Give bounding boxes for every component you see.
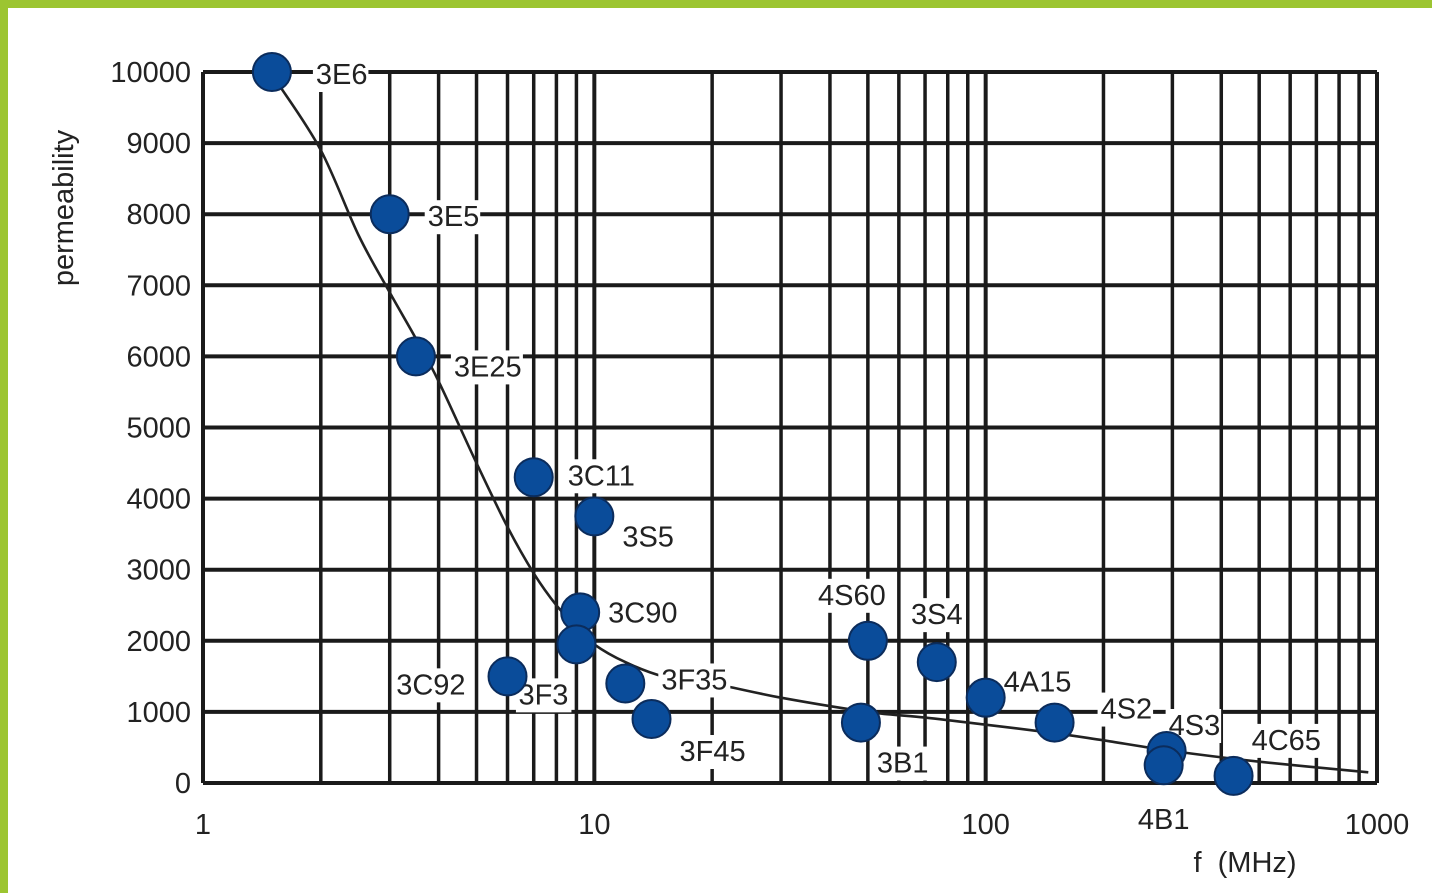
y-tick-label: 0 (175, 768, 191, 800)
point-label: 4C65 (1252, 725, 1321, 757)
point-label: 3S5 (622, 521, 674, 553)
data-point-marker (369, 194, 410, 235)
data-point-marker (605, 663, 646, 704)
data-point-marker (1034, 702, 1075, 743)
y-tick-label: 10000 (110, 57, 191, 89)
data-point-marker (395, 336, 436, 377)
y-tick-label: 7000 (126, 270, 191, 302)
data-point-marker (487, 656, 528, 697)
permeability-chart: 3E6 3E5 3E25 3C11 3S5 3C90 3F3 3C92 3F35 3F45 4S60… (48, 52, 1409, 879)
point-label: 3B1 (877, 748, 929, 780)
point-label: 3C11 (568, 460, 635, 492)
point-label: 3E25 (454, 351, 522, 383)
point-label: 3E6 (316, 59, 368, 91)
y-axis-label: permeability (48, 129, 80, 286)
data-point-marker (847, 620, 888, 661)
y-tick-label: 6000 (126, 341, 191, 373)
data-points: 3E6 3E5 3E25 3C11 3S5 3C90 3F3 3C92 3F35 3F45 4S60… (251, 52, 1321, 838)
data-point-marker (251, 52, 292, 92)
chart-panel: 3E6 3E5 3E25 3C11 3S5 3C90 3F3 3C92 3F35 3F45 4S60… (8, 8, 1432, 893)
point-label: 3C92 (396, 669, 465, 701)
tick-labels: 0 1000 2000 3000 4000 5000 6000 7000 8000 9000 100… (110, 57, 1409, 841)
point-label-background (1248, 723, 1321, 758)
point-label-background (1097, 692, 1154, 727)
point-label: 3E5 (428, 201, 480, 233)
data-point-marker (574, 496, 615, 537)
data-point-marker (556, 624, 597, 665)
x-tick-label: 1000 (1345, 809, 1410, 841)
y-tick-label: 1000 (126, 697, 191, 729)
point-label-background (450, 350, 523, 385)
point-label-background (396, 668, 469, 703)
trend-curve (276, 81, 1369, 774)
point-label: 3F3 (518, 679, 568, 711)
y-tick-label: 4000 (126, 484, 191, 516)
data-point-marker (1143, 745, 1184, 786)
point-label-background (676, 735, 749, 770)
y-tick-label: 9000 (126, 128, 191, 160)
point-label-background (619, 520, 675, 555)
grid (201, 70, 1379, 785)
point-label-background (312, 58, 369, 92)
point-label: 3F35 (661, 664, 727, 696)
y-tick-label: 2000 (126, 626, 191, 658)
y-tick-label: 3000 (126, 555, 191, 587)
point-label-background (564, 459, 637, 494)
data-point-marker (513, 457, 554, 498)
point-label-background (424, 200, 481, 235)
x-tick-label: 1 (195, 809, 211, 841)
point-label-background (909, 598, 965, 633)
point-label: 3F45 (680, 736, 746, 768)
point-label: 4A15 (1004, 667, 1072, 699)
point-label-background (815, 578, 888, 613)
x-tick-label: 100 (961, 809, 1009, 841)
x-axis-label: f (MHz) (1193, 847, 1296, 879)
point-label-background (658, 663, 731, 698)
point-label: 4S60 (818, 580, 886, 612)
point-label: 3S4 (911, 599, 963, 631)
y-tick-label: 8000 (126, 199, 191, 231)
point-label-background (605, 596, 678, 631)
point-label-background (1135, 803, 1192, 838)
point-label: 4B1 (1138, 804, 1190, 836)
data-point-marker (916, 642, 957, 683)
point-label-background (873, 746, 930, 781)
data-point-marker (965, 677, 1006, 718)
y-tick-label: 5000 (126, 413, 191, 445)
data-point-marker (1213, 755, 1254, 796)
data-point-marker (840, 702, 881, 743)
point-label: 4S2 (1101, 694, 1153, 726)
x-tick-label: 10 (578, 809, 610, 841)
point-label: 3C90 (608, 597, 677, 629)
data-point-marker (631, 699, 672, 740)
point-label-background (1000, 665, 1073, 700)
